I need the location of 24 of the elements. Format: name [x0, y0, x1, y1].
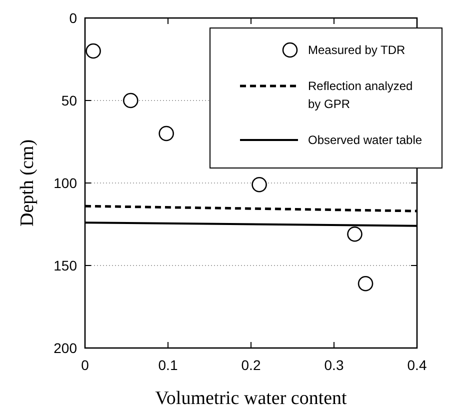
- x-tick-label: 0: [81, 357, 90, 373]
- legend-item: Reflection analyzed by GPR: [240, 79, 413, 111]
- legend-label: Reflection analyzed by GPR: [308, 79, 413, 111]
- x-tick-label: 0.4: [407, 357, 427, 373]
- x-axis-title: Volumetric water content: [155, 388, 348, 409]
- y-axis-title: Depth (cm): [17, 139, 38, 227]
- point: [252, 177, 267, 192]
- x-tick-label: 0.1: [158, 357, 178, 373]
- point: [158, 126, 174, 142]
- y-tick-label: 150: [54, 257, 78, 274]
- point: [86, 43, 101, 59]
- legend-label: Observed water table: [308, 133, 422, 147]
- x-tick-label: 0.2: [241, 357, 261, 373]
- y-tick-label: 50: [61, 92, 78, 108]
- legend-item: Measured by TDR: [282, 42, 406, 58]
- x-tick-label: 0.3: [324, 357, 344, 373]
- y-tick-label: 0: [69, 10, 78, 26]
- point: [358, 276, 374, 292]
- y-tick-label: 200: [54, 340, 78, 356]
- point: [123, 92, 138, 108]
- point: [347, 226, 362, 242]
- legend-label: Measured by TDR: [308, 43, 406, 57]
- legend-item: Observed water table: [240, 133, 422, 147]
- y-tick-label: 100: [54, 174, 78, 191]
